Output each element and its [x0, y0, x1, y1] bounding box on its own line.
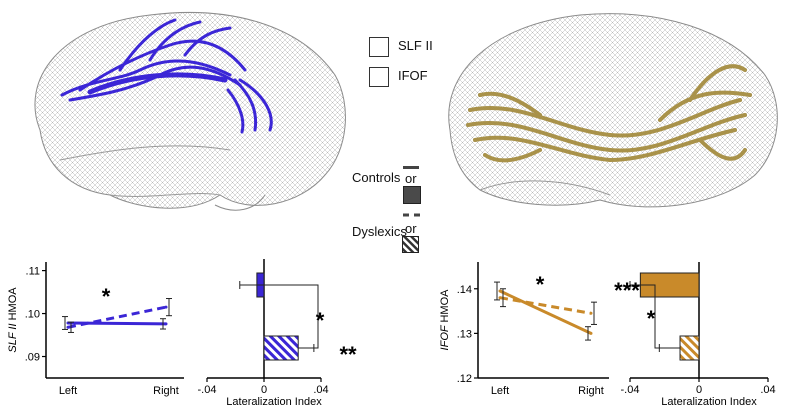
ifof-hmoa-x-tick-label-right: Right	[578, 385, 604, 397]
ifof-hmoa-y-tick-label-1: .13	[457, 328, 472, 340]
slf-ii-swatch	[369, 37, 389, 57]
dyslexics-legend-label: Dyslexics	[352, 224, 407, 239]
slf-hmoa-x-tick-label-right: Right	[153, 385, 179, 397]
ifof-swatch	[369, 67, 389, 87]
dyslexics-dashed-line-key	[403, 213, 421, 217]
ifof-hmoa-y-axis-label-tract: IFOF	[439, 323, 451, 351]
ifof-hmoa-series-dyslexics-point	[498, 296, 502, 300]
ifof-hmoa-significance-0: *	[536, 272, 545, 297]
ifof-hmoa-y-tick-label-0: .12	[457, 373, 472, 385]
controls-legend-label: Controls	[352, 170, 401, 185]
slf-li-significance-0: *	[316, 308, 325, 333]
ifof-li-x-tick-label-1: 0	[696, 384, 702, 396]
slf-hmoa-x-tick-label-left: Left	[59, 385, 77, 397]
ifof-hmoa-y-axis-label: IFOF HMOA	[439, 289, 451, 351]
controls-or-text: or	[405, 171, 417, 186]
slf-hmoa-series-dyslexics-point	[164, 305, 168, 309]
dyslexics-hatched-bar-key	[402, 236, 419, 253]
ifof-li-x-tick-label-2: .04	[760, 384, 775, 396]
slf-li-x-tick-label-2: .04	[313, 384, 328, 396]
slf-hmoa-series-controls-point	[164, 322, 168, 326]
ifof-hmoa-chart: .12 .13 .14 IFOF HMOA Left Right *	[439, 262, 609, 397]
slf-li-significance-1: **	[339, 342, 357, 367]
slf-hmoa-y-tick-label-2: .11	[26, 266, 40, 278]
controls-solid-line-key	[403, 166, 419, 169]
slf-ii-tract	[60, 18, 273, 134]
slf-hmoa-y-axis-label: SLF II HMOA	[7, 287, 19, 353]
slf-hmoa-y-axis-label-tract: SLF II	[7, 320, 19, 352]
ifof-hmoa-series-controls-point	[498, 289, 502, 293]
ifof-tract	[466, 64, 752, 163]
slf-hmoa-y-axis-label-measure: HMOA	[7, 287, 19, 321]
slf-li-bar-dyslexics	[263, 335, 299, 361]
slf-hmoa-y-tick-label-1: .10	[25, 309, 40, 321]
ifof-hmoa-series-controls-point	[589, 331, 593, 335]
ifof-hmoa-x-tick-label-left: Left	[491, 385, 509, 397]
slf-hmoa-significance-0: *	[102, 284, 111, 309]
ifof-li-x-axis-label: Lateralization Index	[661, 396, 757, 408]
ifof-hmoa-series-dyslexics-point	[589, 311, 593, 315]
slf-ii-hmoa-chart: .09 .10 .11 SLF II HMOA Left Right *	[7, 262, 184, 397]
ifof-li-significance-bracket	[630, 284, 660, 349]
ifof-hmoa-y-tick-label-2: .14	[457, 284, 472, 296]
ifof-legend-label: IFOF	[398, 68, 428, 83]
slf-li-significance-bracket	[239, 284, 319, 349]
ifof-li-significance-1: *	[647, 306, 656, 331]
ifof-hmoa-series-dyslexics-line	[499, 296, 592, 315]
slf-li-x-tick-label-0: -.04	[198, 384, 217, 396]
ifof-hmoa-series-controls-line	[499, 289, 592, 335]
slf-li-x-axis-label: Lateralization Index	[226, 396, 322, 408]
ifof-li-x-tick-label-0: -.04	[621, 384, 640, 396]
slf-hmoa-series-dyslexics-line	[67, 305, 167, 329]
ifof-hmoa-y-axis-label-measure: HMOA	[439, 289, 451, 323]
right-brain-image	[448, 13, 778, 208]
slf-li-x-tick-label-1: 0	[261, 384, 267, 396]
slf-hmoa-series-dyslexics-point	[66, 325, 70, 329]
dyslexics-or-text: or	[405, 221, 417, 236]
left-brain-image	[34, 12, 346, 211]
slf-ii-legend-label: SLF II	[398, 38, 433, 53]
slf-hmoa-y-tick-label-0: .09	[25, 352, 40, 364]
ifof-li-bar-dyslexics	[679, 335, 700, 361]
controls-solid-bar-key	[403, 186, 421, 204]
ifof-li-significance-0: ***	[614, 278, 640, 303]
